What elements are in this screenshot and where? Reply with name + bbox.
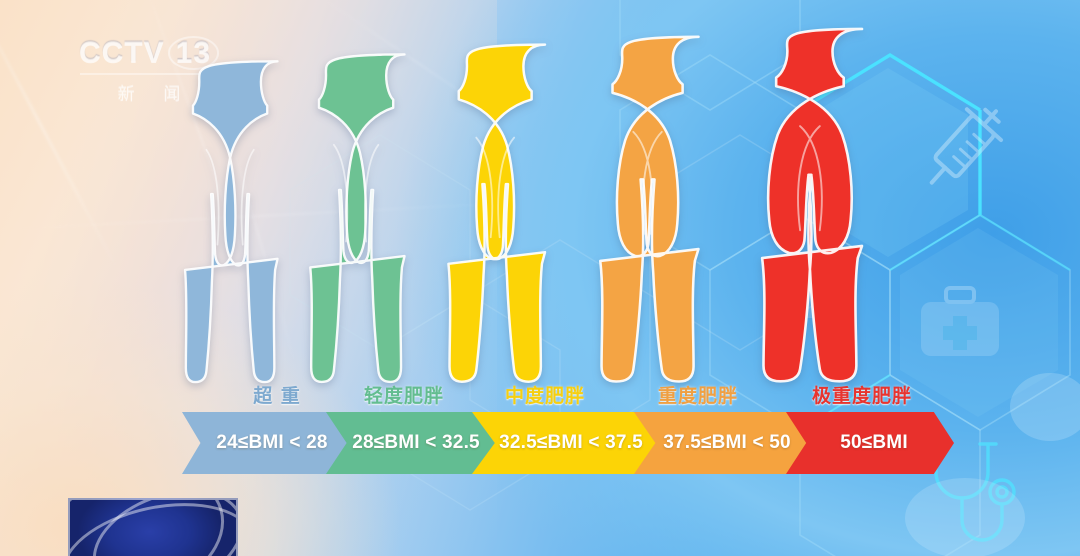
medical-bag-icon	[915, 282, 1005, 362]
decorative-blob	[905, 478, 1025, 556]
body-figure-moderate-obesity	[430, 38, 660, 390]
body-figure-mild-obesity	[302, 48, 507, 390]
bmi-range-segment-extreme-obesity[interactable]: 50≤BMI	[786, 412, 954, 474]
bmi-range-text: 50≤BMI	[840, 432, 908, 453]
syringe-icon	[915, 95, 1010, 210]
category-label-extreme-obesity: 极重度肥胖	[811, 385, 912, 407]
bmi-range-segment-severe-obesity[interactable]: 37.5≤BMI < 50	[634, 412, 812, 474]
bmi-range-text: 37.5≤BMI < 50	[663, 432, 791, 453]
channel-number: 13	[167, 36, 220, 70]
logo-divider	[80, 73, 218, 75]
bmi-range-segment-mild-obesity[interactable]: 28≤BMI < 32.5	[326, 412, 498, 474]
category-label-moderate-obesity: 中度肥胖	[504, 385, 585, 407]
body-figure-extreme-obesity	[721, 22, 1003, 390]
video-inset-thumbnail[interactable]	[68, 498, 238, 556]
category-label-overweight: 超 重	[253, 385, 301, 407]
category-label-severe-obesity: 重度肥胖	[657, 385, 738, 407]
bmi-range-segment-overweight[interactable]: 24≤BMI < 28	[182, 412, 350, 474]
channel-name: CCTV	[78, 36, 165, 69]
channel-logo: CCTV 13 新 闻	[74, 36, 224, 104]
bmi-range-text: 24≤BMI < 28	[216, 432, 328, 453]
bmi-range-text: 28≤BMI < 32.5	[352, 432, 480, 453]
stethoscope-icon	[920, 440, 1050, 556]
category-label-mild-obesity: 轻度肥胖	[363, 385, 444, 407]
channel-logo-main: CCTV 13	[74, 36, 224, 70]
bmi-range-segment-moderate-obesity[interactable]: 32.5≤BMI < 37.5	[472, 412, 662, 474]
bmi-scale-banner: 24≤BMI < 28 28≤BMI < 32.5 32.5≤BMI < 37.5 3…	[182, 412, 954, 474]
category-label-group: 超 重 轻度肥胖 中度肥胖 重度肥胖 极重度肥胖	[0, 381, 1080, 411]
body-figure-overweight	[182, 55, 373, 390]
bmi-range-text: 32.5≤BMI < 37.5	[499, 432, 643, 453]
body-figure-group	[182, 22, 1003, 390]
channel-subtitle: 新 闻	[117, 84, 193, 103]
decorative-blob	[1010, 372, 1080, 442]
body-figure-severe-obesity	[570, 30, 827, 390]
